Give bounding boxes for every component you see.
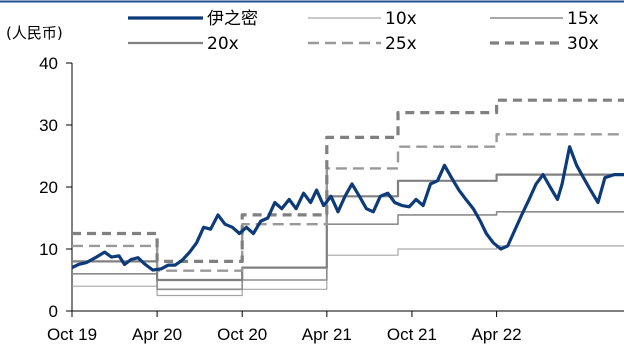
y-tick-label: 0 [49,302,58,321]
x-tick-label: Apr 22 [472,325,522,344]
legend-label-stock: 伊之密 [207,9,258,29]
x-tick-label: Oct 20 [217,325,267,344]
series-line-15x [72,211,624,291]
unit-label: (人民币) [6,24,63,42]
y-tick-label: 40 [39,54,58,73]
series-line-30x [72,98,624,263]
series-line-20x [72,173,624,282]
y-tick-label: 10 [39,240,58,259]
y-axis: 0 10 20 30 40 [39,54,73,321]
series-line-stock [71,145,624,272]
legend: 伊之密 10x 15x 20x 25x 30x [128,9,599,54]
plot-lines [71,98,624,297]
x-tick-label: Oct 19 [47,325,97,344]
series-line-25x [72,133,624,272]
x-tick-label: Oct 21 [387,325,437,344]
legend-label-30x: 30x [567,34,599,54]
legend-label-20x: 20x [207,34,239,54]
x-axis: Oct 19 Apr 20 Oct 20 Apr 21 Oct 21 Apr 22 [47,310,624,344]
y-tick-label: 20 [39,178,58,197]
legend-label-10x: 10x [385,9,417,29]
legend-label-15x: 15x [567,9,599,29]
y-tick-label: 30 [39,116,58,135]
x-tick-label: Apr 21 [302,325,352,344]
x-tick-label: Apr 20 [132,325,182,344]
legend-label-25x: 25x [385,34,417,54]
